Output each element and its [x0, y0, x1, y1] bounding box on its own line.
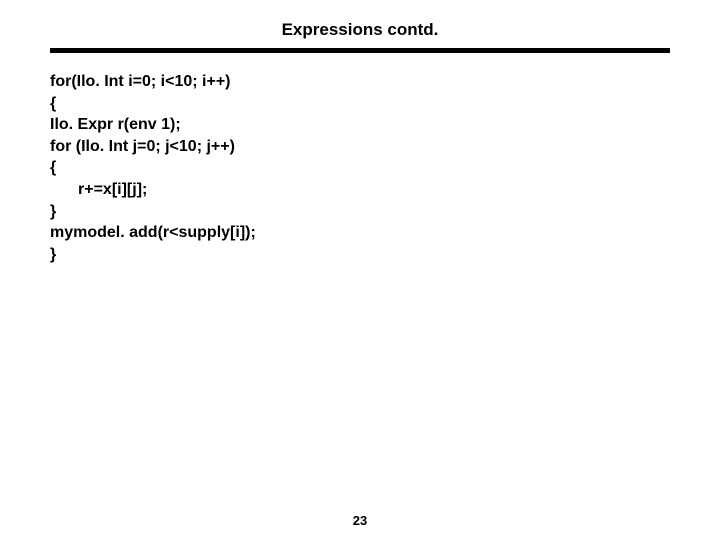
code-line: {: [50, 157, 670, 179]
code-line: }: [50, 201, 670, 223]
page-number: 23: [0, 513, 720, 528]
code-block: for(Ilo. Int i=0; i<10; i++){Ilo. Expr r…: [50, 71, 670, 265]
code-line: }: [50, 244, 670, 266]
code-line: mymodel. add(r<supply[i]);: [50, 222, 670, 244]
slide-title: Expressions contd.: [50, 20, 670, 40]
code-line: for(Ilo. Int i=0; i<10; i++): [50, 71, 670, 93]
title-rule: [50, 48, 670, 53]
code-line: {: [50, 93, 670, 115]
slide: Expressions contd. for(Ilo. Int i=0; i<1…: [0, 0, 720, 540]
code-line: Ilo. Expr r(env 1);: [50, 114, 670, 136]
code-line: r+=x[i][j];: [50, 179, 670, 201]
code-line: for (Ilo. Int j=0; j<10; j++): [50, 136, 670, 158]
